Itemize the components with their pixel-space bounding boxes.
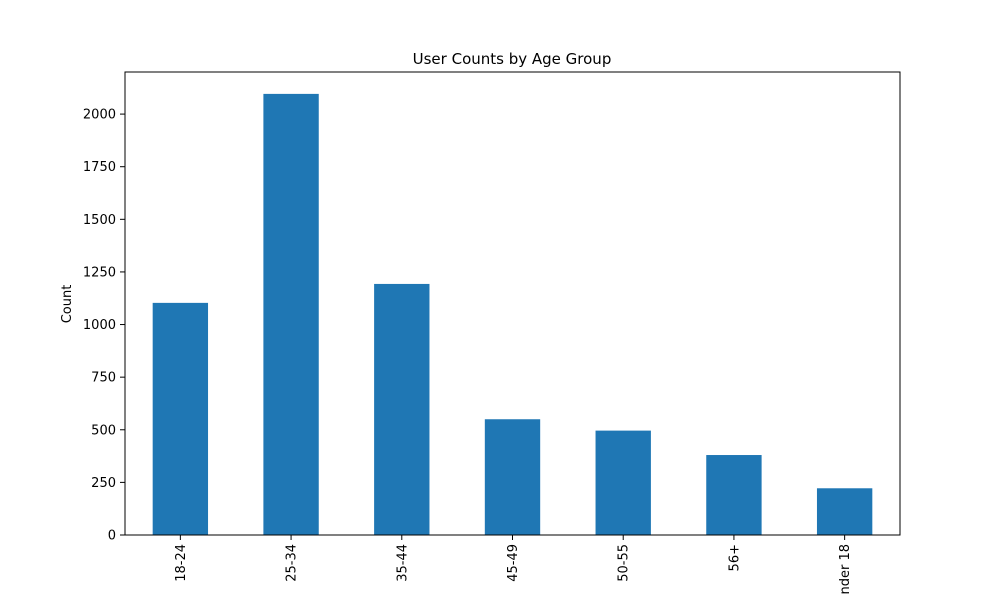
y-tick-label: 1000	[83, 318, 116, 333]
x-tick-label: 35-44	[395, 544, 410, 582]
bar-56-	[706, 455, 762, 535]
x-tick-label: 18-24	[174, 544, 189, 582]
x-tick-label: nder 18	[838, 544, 853, 595]
chart-title: User Counts by Age Group	[413, 50, 612, 68]
bars-group	[152, 93, 873, 535]
y-tick-label: 2000	[83, 108, 116, 123]
y-tick-label: 500	[91, 423, 116, 438]
bar-nder-18	[816, 488, 873, 535]
bar-18-24	[152, 302, 209, 535]
y-axis-ticks: 0 250 500 750 1000 1250 1500 1750 2000	[83, 108, 125, 544]
plot-frame	[124, 71, 901, 536]
bar-25-34	[263, 93, 319, 535]
y-tick-label: 250	[91, 476, 116, 491]
bar-50-55	[595, 430, 651, 535]
x-axis-ticks: 18-24 25-34 35-44 45-49 50-55 56+ nder 18	[174, 535, 853, 595]
y-tick-label: 1750	[83, 160, 116, 175]
x-tick-label: 56+	[727, 544, 742, 571]
y-tick-label: 1250	[83, 265, 116, 280]
y-tick-label: 1500	[83, 213, 116, 228]
bar-45-49	[484, 419, 541, 535]
x-tick-label: 25-34	[285, 544, 300, 582]
bar-35-44	[374, 283, 430, 535]
x-tick-label: 45-49	[506, 544, 521, 582]
y-axis-label: Count	[60, 285, 75, 324]
y-tick-label: 750	[91, 371, 116, 386]
x-tick-label: 50-55	[617, 544, 632, 582]
y-tick-label: 0	[108, 529, 116, 544]
